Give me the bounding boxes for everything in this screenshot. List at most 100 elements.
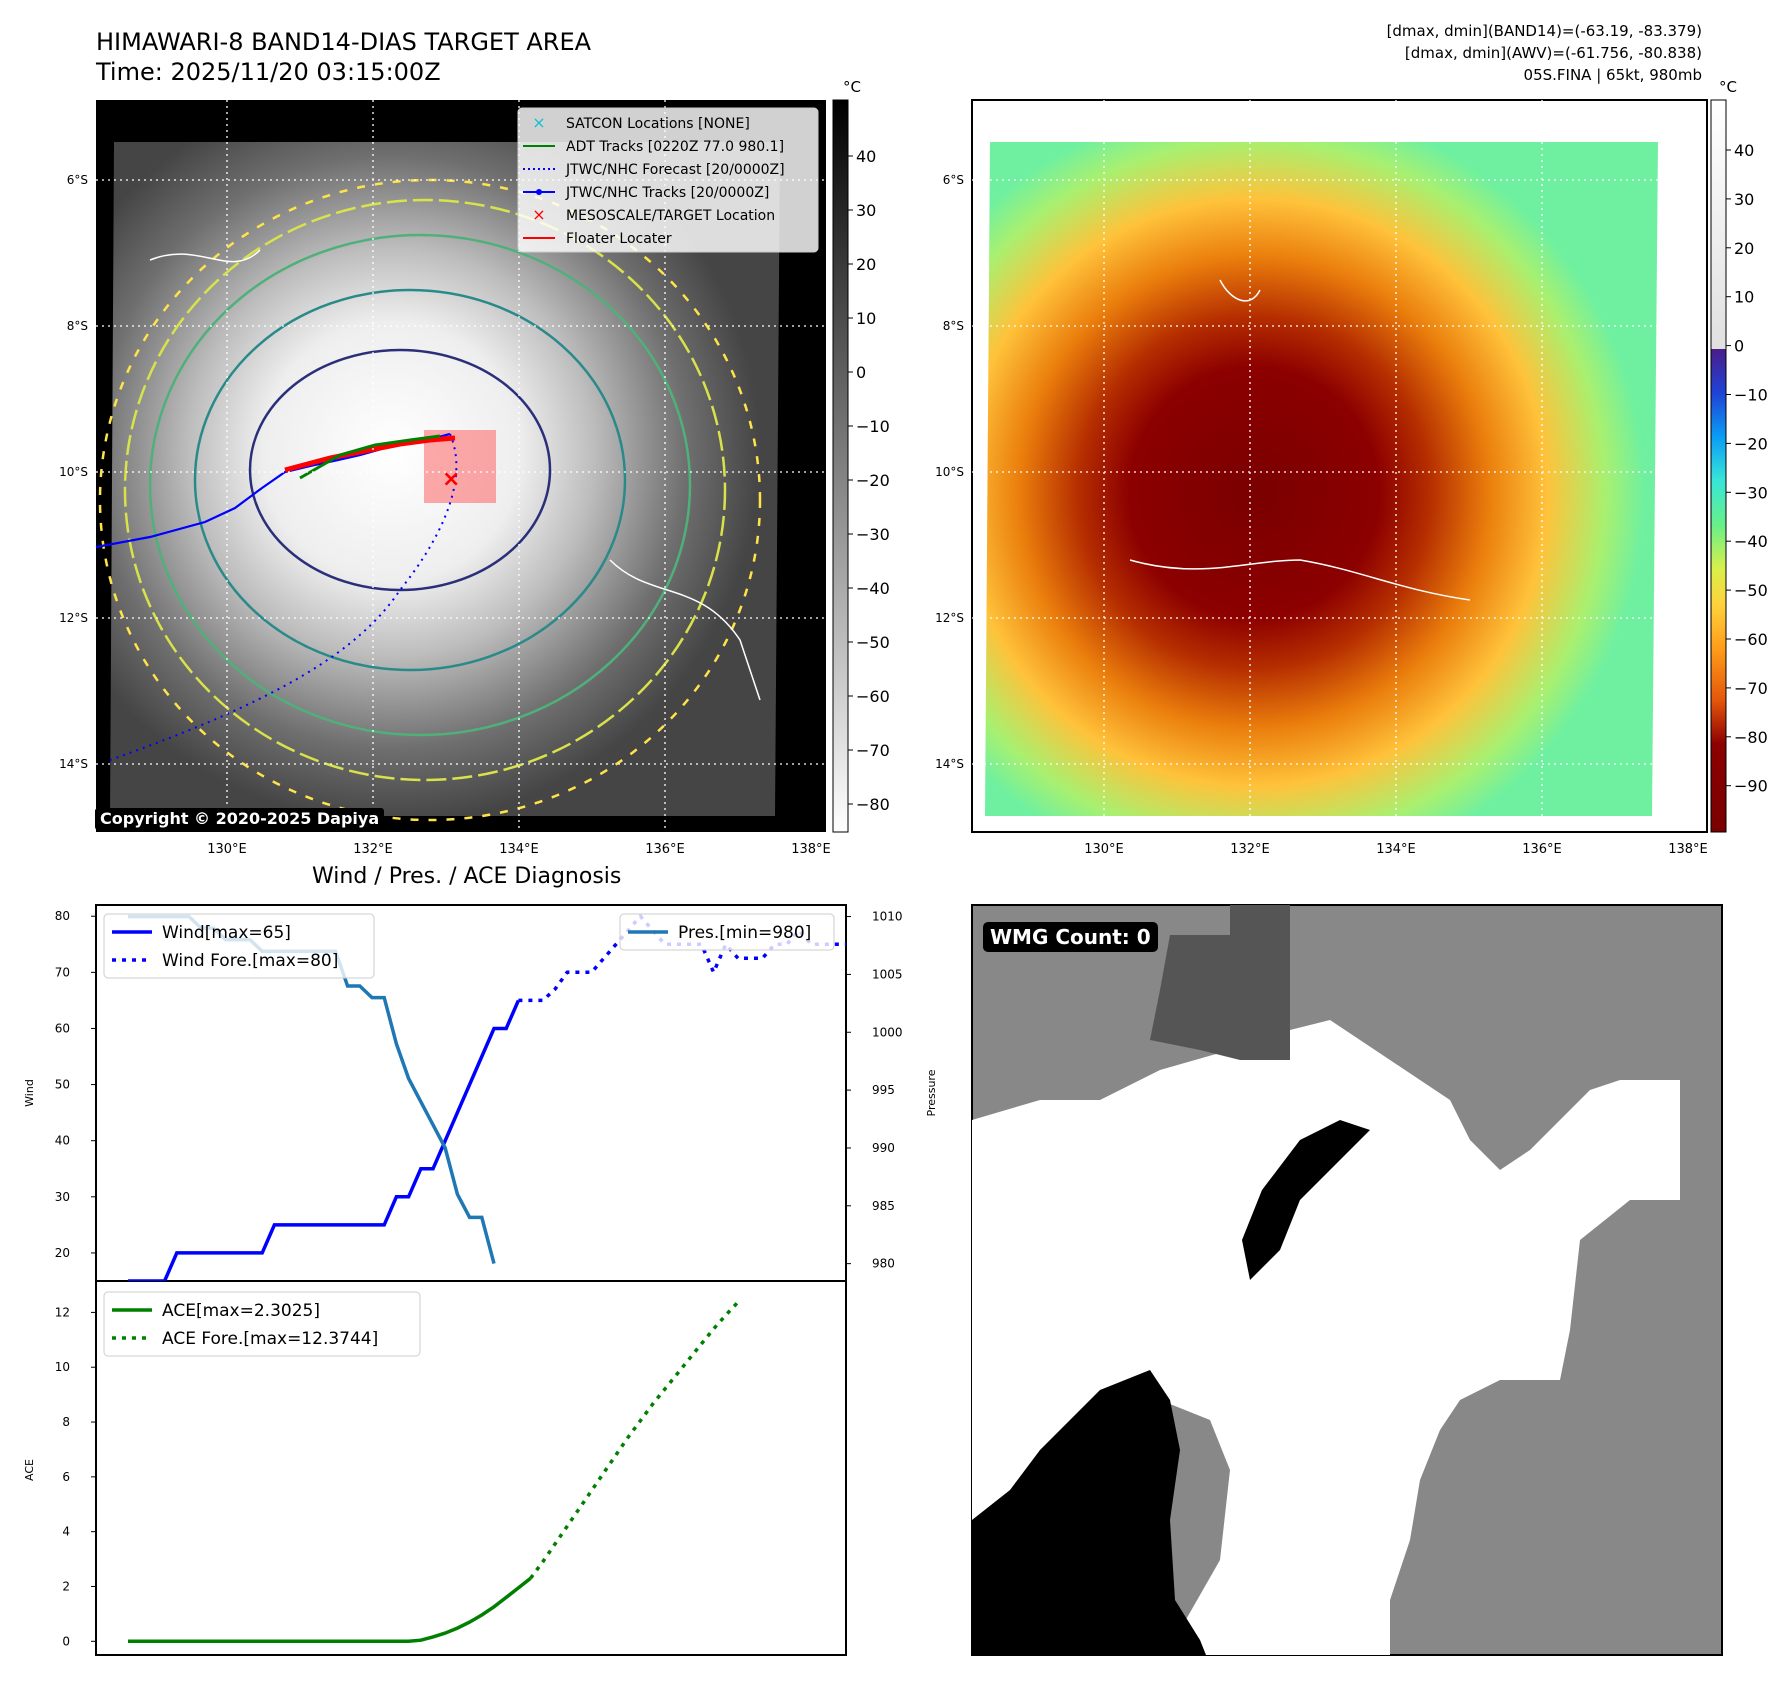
color-colorbar-ticks: 40 30 20 10 0 −10 −20 −30 −40 −50 −60 −70 −80 −90 [1726,141,1768,796]
color-colorbar-tick-label: −40 [1734,532,1768,551]
ace-ytick-label: 2 [62,1579,70,1593]
wmg-black-region [1242,1120,1370,1280]
chart-legend-item: Pres.[min=980] [628,923,811,943]
ir-legend-item: × MESOSCALE/TARGET Location [532,205,775,224]
ir-legend-item: JTWC/NHC Forecast [20/0000Z] [523,162,785,178]
coastline [149,249,261,263]
gray-colorbar [832,99,849,833]
pressure-ytick-label: 1005 [872,967,903,981]
color-colorbar-tick-label: 10 [1734,288,1754,307]
diagnosis-panel: 20304050607080980985990995100010051010Wi… [23,904,938,1656]
lat-tick-label: 10°S [59,465,88,479]
gray-colorbar-tick-label: 30 [856,201,876,220]
wind-ytick-label: 70 [55,965,70,979]
color-colorbar-tick-label: 30 [1734,190,1754,209]
page-time: Time: 2025/11/20 03:15:00Z [96,58,441,86]
ir-legend-label: ADT Tracks [0220Z 77.0 980.1] [566,139,784,155]
lon-tick-label: 134°E [499,842,539,857]
gray-colorbar-unit: °C [843,78,861,96]
legend-box [103,1291,421,1357]
ace-ytick-label: 12 [55,1305,70,1319]
ir-legend-label: SATCON Locations [NONE] [566,116,750,132]
lon-tick-label: 130°E [207,842,247,857]
wind-legend: Wind[max=65] Wind Fore.[max=80] [103,913,375,979]
gray-colorbar-tick-label: 0 [856,363,866,382]
lon-tick-label: 134°E [1376,842,1416,857]
series-line-wind [128,999,521,1281]
ace-ytick-label: 0 [62,1634,70,1648]
coastline [1219,279,1261,302]
wind-ytick-label: 50 [55,1078,70,1092]
legend-box [103,913,375,979]
gray-colorbar-tick-label: −10 [856,417,890,436]
pressure-ytick-label: 995 [872,1083,895,1097]
chart-legend-label: Pres.[min=980] [678,923,811,943]
wmg-count-label: WMG Count: 0 [983,922,1158,952]
dmax-band14: [dmax, dmin](BAND14)=(-63.19, -83.379) [1386,22,1702,40]
series-line-ace-fore- [529,1300,740,1580]
gray-colorbar-tick-label: −80 [856,795,890,814]
pres-legend: Pres.[min=980] [619,913,835,951]
pressure-ytick-label: 980 [872,1257,895,1271]
lat-tick-label: 12°S [935,611,964,625]
chart-legend-label: ACE Fore.[max=12.3744] [162,1329,378,1349]
lon-tick-label: 138°E [1668,842,1708,857]
ir-legend-label: Floater Locater [566,231,672,247]
lon-tick-label: 136°E [1522,842,1562,857]
ace-ytick-label: 6 [62,1470,70,1484]
ir-legend-item: ADT Tracks [0220Z 77.0 980.1] [523,139,784,155]
gray-colorbar-tick-label: 40 [856,147,876,166]
wind-ytick-label: 80 [55,909,70,923]
wind-ytick-label: 40 [55,1134,70,1148]
ir-panel: × × SATCON Locations [NONE] ADT Tracks [02… [95,99,890,833]
ace-ytick-label: 8 [62,1415,70,1429]
color-gridlines [972,100,1707,832]
page-title: HIMAWARI-8 BAND14-DIAS TARGET AREA [96,28,592,56]
ace-ytick-label: 10 [55,1360,70,1374]
color-colorbar-tick-label: −50 [1734,581,1768,600]
jtwc-forecast [109,433,458,761]
floater-track [284,435,456,473]
map-ticks: 130°E 130°E 132°E 132°E 134°E 134°E 136°E 136°E… [59,173,1708,857]
chart-legend-label: Wind[max=65] [162,923,291,943]
wind-ticks: 20 30 40 50 60 70 80 980 985 990 995 1000 1005 1010 Wi… [23,909,938,1270]
lat-tick-label: 10°S [935,465,964,479]
legend-dot [536,189,542,195]
wind-ytick-label: 30 [55,1190,70,1204]
lon-tick-label: 132°E [1230,842,1270,857]
gray-colorbar-tick-label: −30 [856,525,890,544]
target-marker: × [442,467,460,492]
dmax-awv: [dmax, dmin](AWV)=(-61.756, -80.838) [1404,44,1702,62]
color-colorbar-tick-label: 40 [1734,141,1754,160]
lat-tick-label: 14°S [935,757,964,771]
pressure-ytick-label: 1010 [872,910,903,924]
storm-info: 05S.FINA | 65kt, 980mb [1523,66,1702,84]
adt-track [299,434,441,480]
chart-legend-label: Wind Fore.[max=80] [162,951,338,971]
lat-tick-label: 8°S [943,319,964,333]
coastline [1129,559,1471,601]
ir-legend-label: JTWC/NHC Forecast [20/0000Z] [565,162,785,178]
ir-legend-label: JTWC/NHC Tracks [20/0000Z] [565,185,769,201]
color-colorbar-tick-label: −80 [1734,728,1768,747]
color-colorbar-tick-label: −10 [1734,386,1768,405]
pressure-ytick-label: 1000 [872,1025,903,1039]
wmg-panel [971,904,1723,1656]
ace-ytick-label: 4 [62,1525,70,1539]
ace-ticks: 0 2 4 6 8 10 12 ACE [23,1305,96,1648]
gray-colorbar-tick-label: −70 [856,741,890,760]
lon-tick-label: 130°E [1084,842,1124,857]
color-imagery [985,142,1658,816]
ir-legend-item: Floater Locater [523,231,672,247]
color-colorbar-tick-label: −20 [1734,434,1768,453]
diagnosis-title: Wind / Pres. / ACE Diagnosis [312,864,622,889]
wind-axis-label: Wind [23,1079,36,1107]
ace-plot [128,1300,740,1644]
series-line-wind-fore- [518,913,846,1003]
chart-legend-item: Wind[max=65] [112,923,291,943]
gray-colorbar-tick-label: 20 [856,255,876,274]
pressure-ytick-label: 990 [872,1141,895,1155]
ir-contours [98,178,762,822]
wmg-clear-region [972,1020,1680,1655]
